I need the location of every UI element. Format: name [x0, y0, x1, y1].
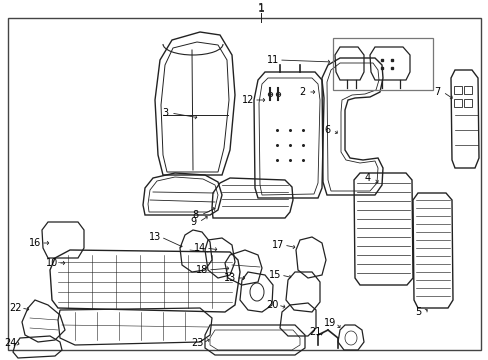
Text: 17: 17 [271, 240, 284, 250]
Text: 20: 20 [265, 300, 278, 310]
Text: 23: 23 [190, 338, 203, 348]
Text: 15: 15 [268, 270, 281, 280]
Text: 11: 11 [266, 55, 279, 65]
Text: 4: 4 [364, 173, 370, 183]
Text: 19: 19 [323, 318, 335, 328]
Text: 10: 10 [46, 258, 58, 268]
Text: 21: 21 [308, 327, 321, 337]
Text: 7: 7 [433, 87, 439, 97]
Text: 1: 1 [257, 4, 264, 14]
Text: 3: 3 [162, 108, 168, 118]
Text: 5: 5 [414, 307, 420, 317]
Text: 13: 13 [224, 273, 236, 283]
Text: 22: 22 [9, 303, 21, 313]
Text: 13: 13 [148, 232, 161, 242]
Text: 6: 6 [323, 125, 329, 135]
Text: 18: 18 [196, 265, 208, 275]
Text: 16: 16 [29, 238, 41, 248]
Text: 1: 1 [257, 3, 264, 13]
Text: 8: 8 [192, 210, 198, 220]
Text: 14: 14 [193, 243, 206, 253]
Text: 12: 12 [242, 95, 254, 105]
Text: 2: 2 [298, 87, 305, 97]
Text: 9: 9 [189, 217, 196, 227]
Text: 24: 24 [4, 338, 16, 348]
